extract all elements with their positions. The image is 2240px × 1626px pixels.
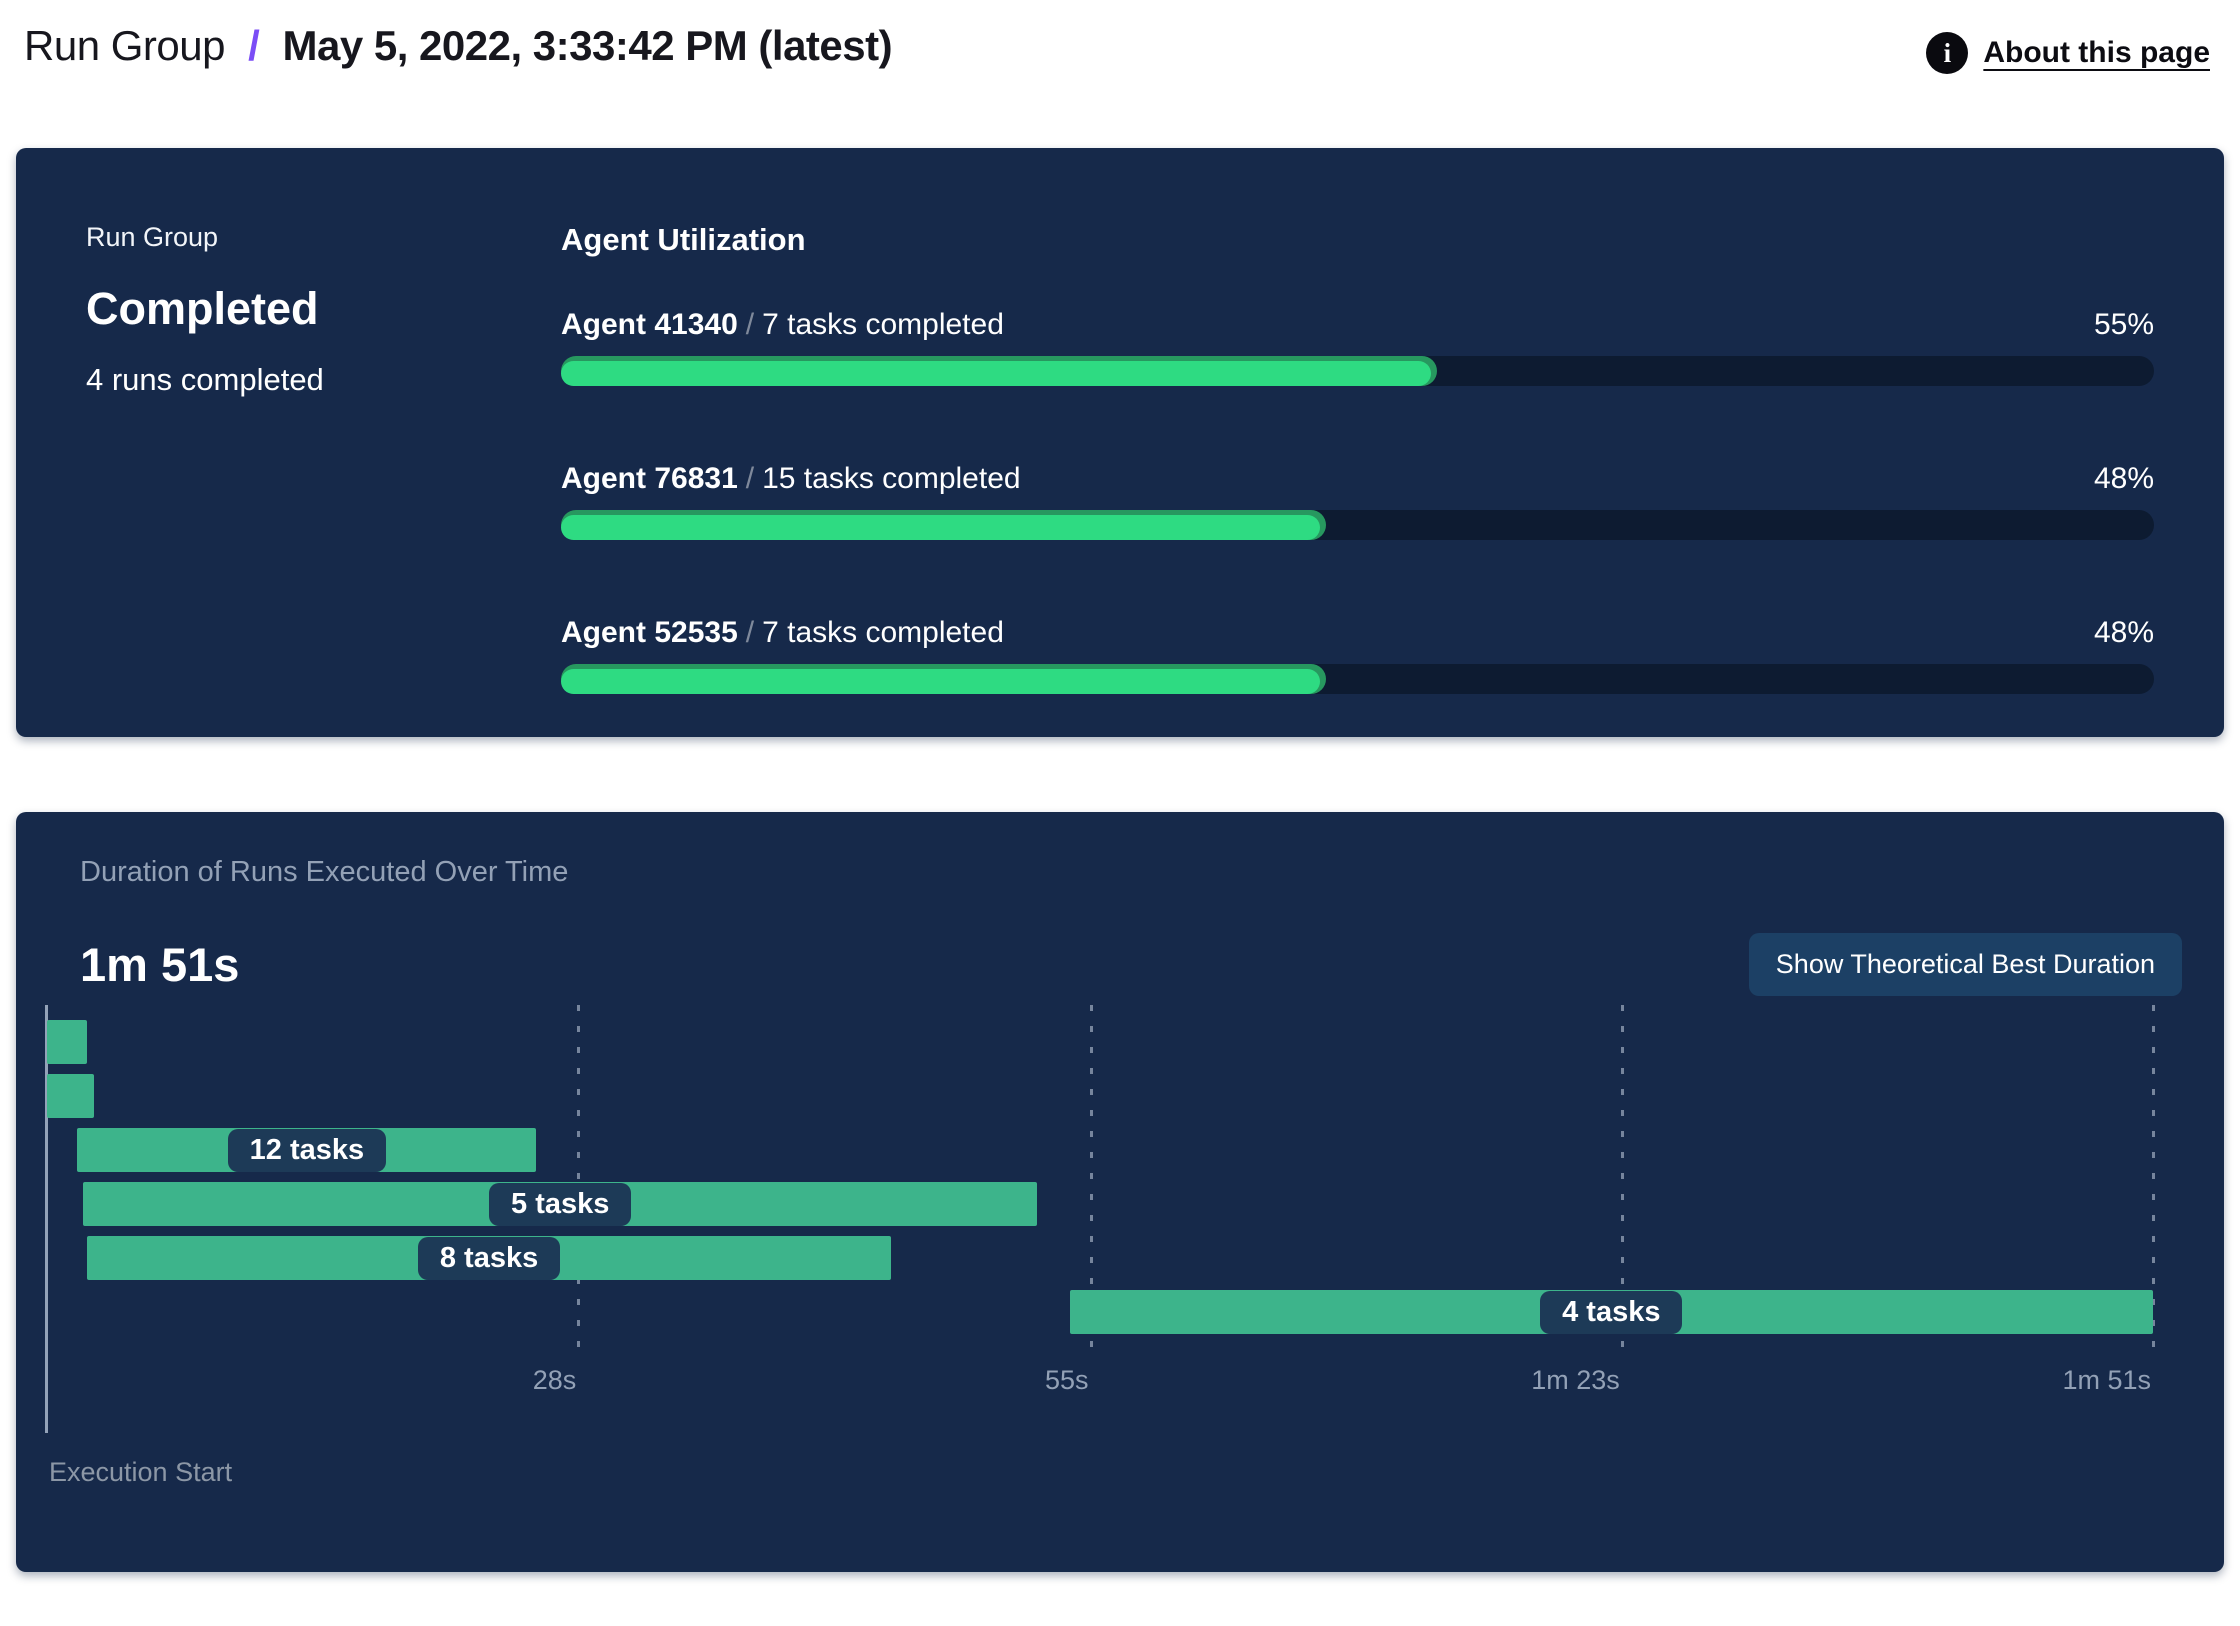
gridline [1089, 1005, 1093, 1355]
run-bar[interactable]: 8 tasks [86, 1236, 892, 1280]
agent-utilization-row: Agent 52535/7 tasks completed 48% [561, 616, 2154, 694]
run-tasks-chip: 4 tasks [1540, 1290, 1683, 1334]
duration-summary-row: 1m 51s Show Theoretical Best Duration [80, 933, 2182, 996]
agent-utilization-section: Agent Utilization Agent 41340/7 tasks co… [561, 222, 2154, 737]
status-value: Completed [86, 283, 319, 334]
x-tick-label: 1m 51s [2062, 1365, 2151, 1395]
run-tasks-chip: 8 tasks [417, 1236, 561, 1280]
agent-utilization-track [561, 664, 2154, 694]
agent-utilization-fill [561, 664, 1326, 694]
total-duration-value: 1m 51s [80, 938, 240, 991]
run-bar[interactable] [47, 1020, 87, 1064]
page-header: Run Group / May 5, 2022, 3:33:42 PM (lat… [0, 0, 2240, 148]
agent-name: Agent 76831 [561, 462, 738, 495]
x-tick-label: 55s [1044, 1365, 1089, 1395]
gridline [577, 1005, 581, 1355]
info-icon: i [1926, 32, 1969, 74]
agent-label: Agent 52535/7 tasks completed [561, 616, 1004, 650]
agent-utilization-row: Agent 41340/7 tasks completed 55% [561, 308, 2154, 386]
agent-utilization-percent: 48% [2093, 616, 2154, 649]
agent-utilization-track [561, 356, 2154, 386]
agent-rows: Agent 41340/7 tasks completed 55% Agent … [561, 308, 2154, 694]
agent-label: Agent 41340/7 tasks completed [561, 308, 1004, 342]
agent-label: Agent 76831/15 tasks completed [561, 462, 1021, 496]
agent-utilization-fill [561, 356, 1438, 386]
x-tick-label: 1m 23s [1531, 1365, 1620, 1395]
run-bar[interactable] [47, 1074, 95, 1118]
run-group-status-card: Run Group Completed 4 runs completed Age… [16, 148, 2224, 737]
run-tasks-chip: 12 tasks [227, 1128, 387, 1172]
agent-utilization-track [561, 510, 2154, 540]
run-bar[interactable]: 4 tasks [1069, 1290, 2153, 1334]
run-tasks-chip: 5 tasks [489, 1182, 632, 1226]
agent-separator: / [745, 616, 755, 649]
page-title-date: May 5, 2022, 3:33:42 PM (latest) [282, 22, 893, 69]
agent-separator: / [745, 308, 755, 341]
agent-utilization-percent: 48% [2093, 462, 2154, 495]
run-bar[interactable]: 5 tasks [83, 1182, 1038, 1226]
x-axis-ticks: 28s 55s 1m 23s 1m 51s [47, 1365, 2153, 1399]
agent-name: Agent 41340 [561, 308, 738, 341]
agent-separator: / [745, 462, 755, 495]
x-tick-label: 28s [532, 1365, 577, 1395]
agent-utilization-row: Agent 76831/15 tasks completed 48% [561, 462, 2154, 540]
about-link-label: About this page [1983, 36, 2210, 69]
runs-completed-count: 4 runs completed [86, 362, 324, 397]
agent-utilization-percent: 55% [2093, 308, 2154, 341]
run-bar[interactable]: 12 tasks [77, 1128, 537, 1172]
agent-tasks-completed: 15 tasks completed [762, 462, 1021, 495]
gantt-plot: 12 tasks 5 tasks 8 tasks 4 tasks [47, 1005, 2155, 1355]
duration-chart-card: Duration of Runs Executed Over Time 1m 5… [16, 812, 2224, 1572]
run-group-status-column: Run Group Completed 4 runs completed [86, 222, 561, 737]
gridline [2152, 1005, 2155, 1355]
show-theoretical-best-duration-button[interactable]: Show Theoretical Best Duration [1748, 933, 2182, 996]
agent-label-row: Agent 41340/7 tasks completed 55% [561, 308, 2154, 342]
agent-name: Agent 52535 [561, 616, 738, 649]
gridline [1620, 1005, 1624, 1355]
agent-utilization-fill [561, 510, 1326, 540]
agent-utilization-heading: Agent Utilization [561, 222, 806, 257]
about-this-page-link[interactable]: i About this page [1926, 32, 2210, 74]
agent-tasks-completed: 7 tasks completed [762, 616, 1004, 649]
page-title: Run Group / May 5, 2022, 3:33:42 PM (lat… [24, 22, 893, 70]
agent-tasks-completed: 7 tasks completed [762, 308, 1004, 341]
gantt-chart: 12 tasks 5 tasks 8 tasks 4 tasks 28s 55s 1… [45, 1005, 2155, 1515]
duration-chart-title: Duration of Runs Executed Over Time [80, 856, 569, 888]
breadcrumb-separator: / [248, 22, 260, 69]
agent-label-row: Agent 52535/7 tasks completed 48% [561, 616, 2154, 650]
breadcrumb[interactable]: Run Group [24, 22, 225, 69]
agent-label-row: Agent 76831/15 tasks completed 48% [561, 462, 2154, 496]
execution-start-axis-line [45, 1005, 48, 1433]
run-group-label: Run Group [86, 222, 219, 252]
execution-start-label: Execution Start [49, 1457, 233, 1487]
